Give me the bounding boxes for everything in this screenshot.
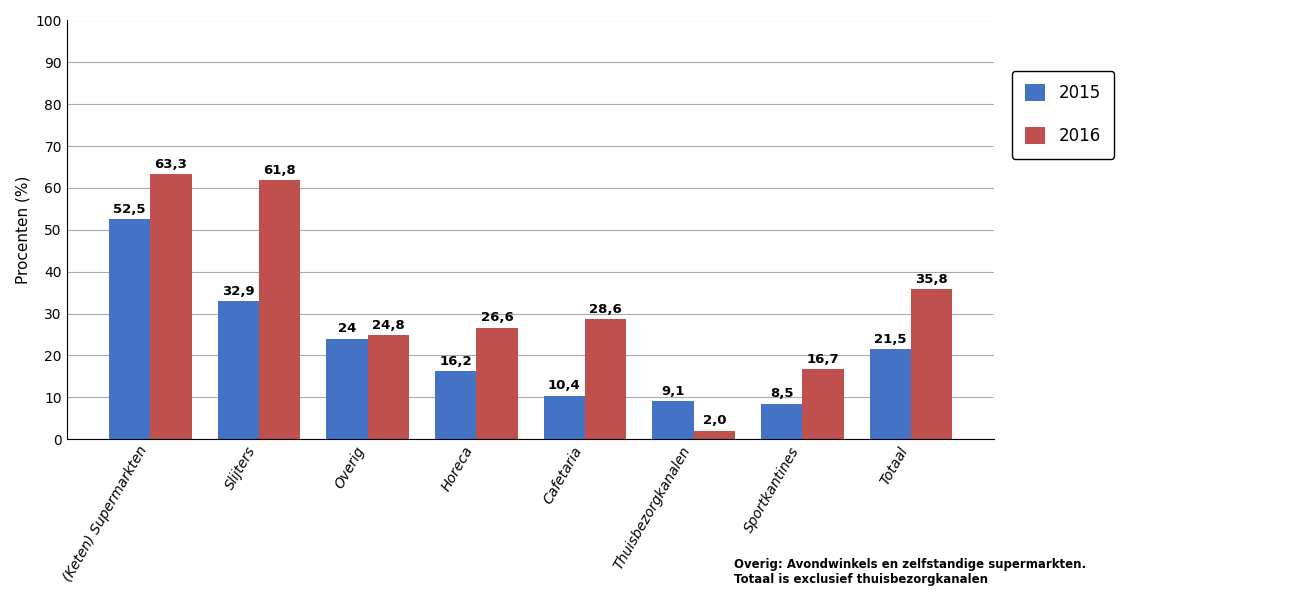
Text: 52,5: 52,5 <box>113 203 145 216</box>
Text: 2,0: 2,0 <box>703 414 726 428</box>
Bar <box>109 220 151 439</box>
Text: 35,8: 35,8 <box>916 273 948 286</box>
Text: 9,1: 9,1 <box>661 385 685 398</box>
Text: 63,3: 63,3 <box>155 158 187 171</box>
Bar <box>435 371 477 439</box>
Text: 21,5: 21,5 <box>874 333 907 346</box>
Text: 10,4: 10,4 <box>548 379 581 392</box>
Text: 24: 24 <box>338 322 356 336</box>
Bar <box>368 336 409 439</box>
Bar <box>911 289 952 439</box>
Text: 16,7: 16,7 <box>807 353 839 366</box>
Bar <box>326 339 368 439</box>
Bar <box>803 369 843 439</box>
Y-axis label: Procenten (%): Procenten (%) <box>16 176 30 284</box>
Text: 26,6: 26,6 <box>481 312 513 325</box>
Bar <box>761 404 803 439</box>
Text: 28,6: 28,6 <box>590 303 622 316</box>
Text: 61,8: 61,8 <box>264 164 296 177</box>
Bar <box>259 181 300 439</box>
Text: 8,5: 8,5 <box>770 387 794 400</box>
Text: 32,9: 32,9 <box>222 285 255 298</box>
Bar <box>477 328 517 439</box>
Bar <box>652 401 694 439</box>
Bar <box>585 320 626 439</box>
Bar <box>544 396 585 439</box>
Text: Overig: Avondwinkels en zelfstandige supermarkten.
Totaal is exclusief thuisbezo: Overig: Avondwinkels en zelfstandige sup… <box>734 558 1086 586</box>
Legend: 2015, 2016: 2015, 2016 <box>1012 71 1115 159</box>
Bar <box>694 431 735 439</box>
Bar <box>870 349 911 439</box>
Text: 16,2: 16,2 <box>439 355 472 368</box>
Bar <box>218 301 259 439</box>
Text: 24,8: 24,8 <box>372 319 405 332</box>
Bar <box>151 174 191 439</box>
